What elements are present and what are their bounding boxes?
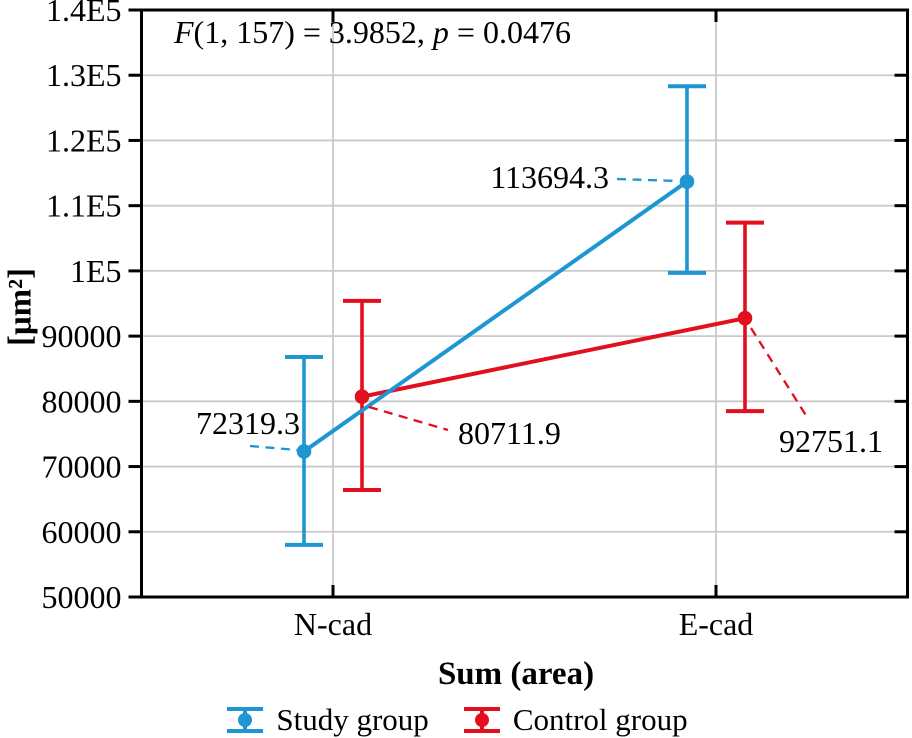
annotation-f-value: (1, 157) = 3.9852, (193, 14, 433, 50)
series-line (302, 179, 689, 454)
data-point-marker (296, 444, 312, 459)
legend: Study group Control group (0, 702, 912, 738)
legend-errorbar-icon (463, 707, 500, 733)
legend-icon-marker (474, 713, 489, 727)
point-value-label: 92751.1 (779, 423, 883, 459)
y-tick-label: 60000 (42, 514, 122, 550)
label-leader-line (249, 444, 298, 452)
y-tick-label: 70000 (42, 449, 122, 485)
label-leader-line (750, 327, 808, 418)
y-tick-label: 80000 (42, 383, 122, 419)
y-tick-label: 1.4E5 (46, 0, 122, 28)
data-point-marker (737, 310, 753, 326)
stat-annotation: F(1, 157) = 3.9852, p = 0.0476 (174, 14, 571, 51)
y-tick-label: 1.3E5 (46, 57, 122, 93)
point-value-label: 72319.3 (196, 405, 300, 441)
annotation-p-symbol: p (432, 14, 449, 50)
y-tick-label: 1E5 (70, 253, 122, 289)
y-tick-label: 50000 (42, 579, 122, 615)
point-value-label: 80711.9 (458, 415, 561, 451)
label-leader-line (368, 405, 449, 432)
x-category-label: N-cad (294, 606, 372, 642)
plot-frame (140, 8, 909, 599)
legend-item: Study group (224, 702, 429, 738)
legend-label: Control group (512, 702, 688, 737)
label-leader-line (616, 177, 680, 183)
x-category-label: E-cad (679, 606, 754, 642)
legend-label: Study group (276, 702, 429, 737)
x-axis-title: Sum (area) (437, 656, 595, 692)
y-tick-label: 1.1E5 (46, 188, 122, 224)
y-tick-label: 1.2E5 (46, 122, 122, 158)
series-line (361, 316, 746, 399)
data-point-marker (354, 389, 370, 404)
point-value-label: 113694.3 (490, 159, 609, 195)
y-axis-title: [μm²] (2, 267, 39, 347)
legend-icon-marker (238, 713, 253, 727)
legend-item: Control group (461, 702, 688, 738)
data-point-marker (679, 174, 695, 189)
y-tick-label: 90000 (42, 318, 122, 354)
annotation-f-symbol: F (174, 14, 194, 50)
annotation-p-value: = 0.0476 (448, 14, 571, 50)
legend-errorbar-icon (227, 707, 264, 733)
